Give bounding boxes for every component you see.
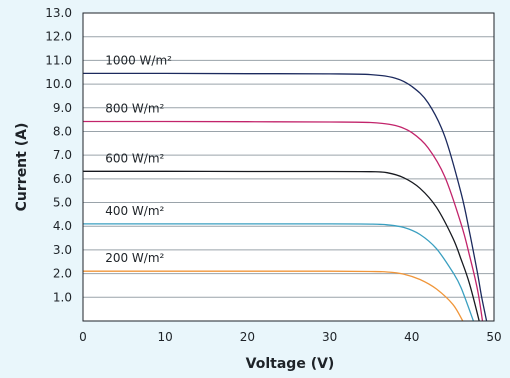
series-labels: 1000 W/m² 800 W/m² 600 W/m² 400 W/m² 200 W/m… — [105, 53, 172, 265]
series-line — [82, 72, 488, 322]
series-label: 800 W/m² — [105, 102, 164, 116]
y-tick-label: 13.0 — [45, 6, 72, 20]
series-label: 400 W/m² — [105, 204, 164, 218]
x-tick-labels: 0 10 20 30 40 50 — [79, 330, 501, 344]
plot-frame — [82, 12, 495, 322]
y-tick-labels: 1.0 2.0 3.0 4.0 5.0 6.0 7.0 8.0 9.0 10.0 11.0 12.0 1… — [45, 6, 72, 304]
grid-lines — [83, 36, 494, 298]
y-axis-title: Current (A) — [14, 123, 30, 212]
y-tick-label: 4.0 — [53, 219, 72, 233]
y-tick-label: 8.0 — [53, 124, 72, 138]
x-tick-label: 30 — [322, 330, 337, 344]
y-tick-label: 9.0 — [53, 101, 72, 115]
y-tick-label: 6.0 — [53, 172, 72, 186]
series-line — [82, 170, 480, 322]
series-group — [82, 72, 488, 322]
x-tick-label: 40 — [404, 330, 419, 344]
y-tick-label: 2.0 — [53, 267, 72, 281]
y-tick-label: 10.0 — [45, 77, 72, 91]
x-tick-label: 20 — [240, 330, 255, 344]
y-tick-label: 11.0 — [45, 53, 72, 67]
y-tick-label: 12.0 — [45, 30, 72, 44]
y-tick-label: 1.0 — [53, 290, 72, 304]
y-tick-label: 5.0 — [53, 196, 72, 210]
plot-area — [83, 13, 494, 321]
y-tick-label: 7.0 — [53, 148, 72, 162]
series-line — [83, 270, 464, 322]
series-label: 600 W/m² — [105, 151, 164, 165]
series-label: 200 W/m² — [105, 251, 164, 265]
y-tick-label: 3.0 — [53, 243, 72, 257]
x-axis-title: Voltage (V) — [246, 356, 335, 372]
series-label: 1000 W/m² — [105, 53, 172, 67]
series-line — [83, 223, 475, 322]
x-tick-label: 10 — [158, 330, 173, 344]
x-tick-label: 50 — [486, 330, 501, 344]
x-tick-label: 0 — [79, 330, 87, 344]
series-line — [83, 120, 484, 322]
